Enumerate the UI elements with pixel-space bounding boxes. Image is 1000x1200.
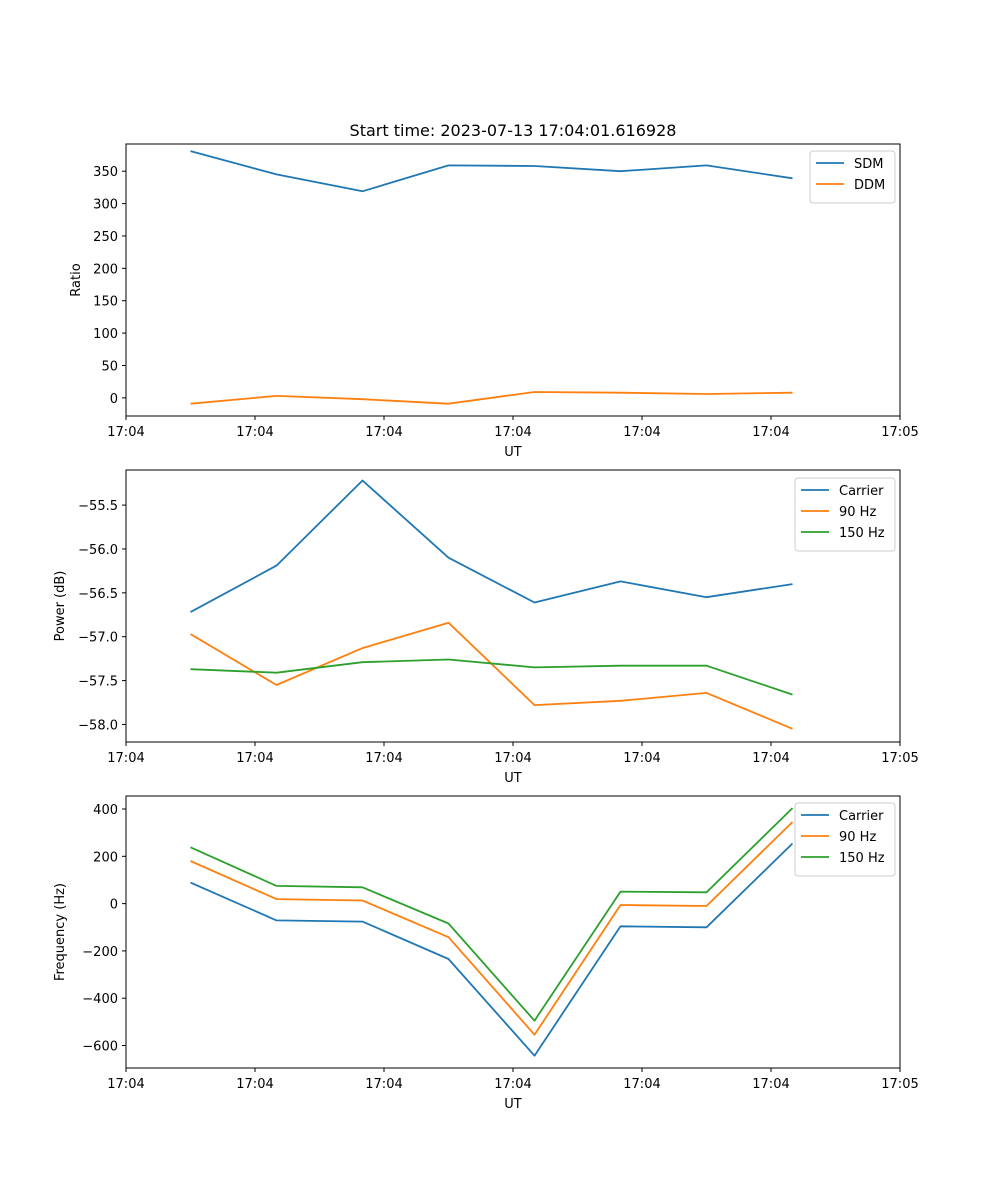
ratio-x-tick-label: 17:05 <box>881 425 918 440</box>
power-legend-label-150-hz: 150 Hz <box>839 526 885 541</box>
frequency-axes-frame <box>125 795 901 1069</box>
frequency-y-tick-label: 400 <box>93 803 118 818</box>
frequency-legend-label-150-hz: 150 Hz <box>839 851 885 866</box>
power-series-line-150-hz <box>190 658 793 696</box>
power-x-tick-label: 17:04 <box>623 751 660 766</box>
ratio-axes-frame <box>125 143 901 417</box>
frequency-x-tick-label: 17:05 <box>881 1077 918 1092</box>
ratio-y-tick-label: 200 <box>93 262 118 277</box>
ratio-y-tick-label: 250 <box>93 230 118 245</box>
ratio-x-tick-label: 17:04 <box>494 425 531 440</box>
frequency-y-tick-label: 0 <box>110 898 118 913</box>
frequency-panel: 17:04 17:04 17:04 17:04 17:04 17:04 17:05 −600 −… <box>53 795 919 1112</box>
ratio-y-tick-label: 300 <box>93 198 118 213</box>
frequency-x-axis-label: UT <box>504 1097 522 1112</box>
power-x-tick-label: 17:04 <box>365 751 402 766</box>
power-x-tick-label: 17:04 <box>107 751 144 766</box>
ratio-y-tick-label: 50 <box>101 359 118 374</box>
frequency-x-tick-label: 17:04 <box>107 1077 144 1092</box>
power-legend-label-90-hz: 90 Hz <box>839 505 876 520</box>
ratio-x-tick-label: 17:04 <box>623 425 660 440</box>
power-x-tick-label: 17:04 <box>494 751 531 766</box>
ratio-y-tick-label: 150 <box>93 295 118 310</box>
frequency-x-tick-label: 17:04 <box>623 1077 660 1092</box>
ratio-x-axis-label: UT <box>504 445 522 460</box>
frequency-legend-label-90-hz: 90 Hz <box>839 830 876 845</box>
ratio-x-tick-label: 17:04 <box>107 425 144 440</box>
frequency-series-line-carrier <box>190 842 794 1057</box>
frequency-y-tick-label: −200 <box>82 945 118 960</box>
power-legend-label-carrier: Carrier <box>839 484 884 499</box>
frequency-y-tick-label: 200 <box>93 850 118 865</box>
frequency-x-tick-label: 17:04 <box>365 1077 402 1092</box>
ratio-y-tick-label: 100 <box>93 327 118 342</box>
ratio-x-tick-label: 17:04 <box>752 425 789 440</box>
power-x-tick-label: 17:04 <box>752 751 789 766</box>
ratio-y-tick-label: 350 <box>93 165 118 180</box>
power-panel: 17:04 17:04 17:04 17:04 17:04 17:04 17:05 −58.0… <box>53 469 919 786</box>
ratio-series-line-ddm <box>190 391 793 405</box>
ratio-panel: 17:04 17:04 17:04 17:04 17:04 17:04 17:05 0 50 10… <box>69 143 919 460</box>
ratio-legend <box>809 150 896 204</box>
frequency-legend-label-carrier: Carrier <box>839 809 884 824</box>
power-x-axis-label: UT <box>504 771 522 786</box>
power-x-tick-label: 17:05 <box>881 751 918 766</box>
power-y-tick-label: −55.5 <box>78 499 118 514</box>
frequency-x-tick-label: 17:04 <box>752 1077 789 1092</box>
figure-title: Start time: 2023-07-13 17:04:01.616928 <box>350 121 677 140</box>
ratio-x-tick-label: 17:04 <box>236 425 273 440</box>
frequency-y-tick-label: −600 <box>82 1040 118 1055</box>
frequency-series-line-90-hz <box>190 821 794 1036</box>
power-y-tick-label: −57.5 <box>78 675 118 690</box>
ratio-y-axis-label: Ratio <box>69 263 84 296</box>
frequency-x-tick-label: 17:04 <box>236 1077 273 1092</box>
ratio-legend-label-ddm: DDM <box>854 178 885 193</box>
power-y-tick-label: −58.0 <box>78 718 118 733</box>
power-y-tick-label: −56.0 <box>78 543 118 558</box>
frequency-y-tick-label: −400 <box>82 992 118 1007</box>
power-series-line-carrier <box>190 479 793 613</box>
ratio-x-tick-label: 17:04 <box>365 425 402 440</box>
frequency-y-axis-label: Frequency (Hz) <box>53 883 68 981</box>
ratio-y-tick-label: 0 <box>110 392 118 407</box>
frequency-series-line-150-hz <box>190 807 794 1022</box>
ratio-series-line-sdm <box>190 150 793 193</box>
power-x-tick-label: 17:04 <box>236 751 273 766</box>
frequency-x-tick-label: 17:04 <box>494 1077 531 1092</box>
power-y-axis-label: Power (dB) <box>53 571 68 642</box>
power-y-tick-label: −57.0 <box>78 631 118 646</box>
power-axes-frame <box>125 469 901 743</box>
power-y-tick-label: −56.5 <box>78 587 118 602</box>
ratio-legend-label-sdm: SDM <box>854 157 883 172</box>
